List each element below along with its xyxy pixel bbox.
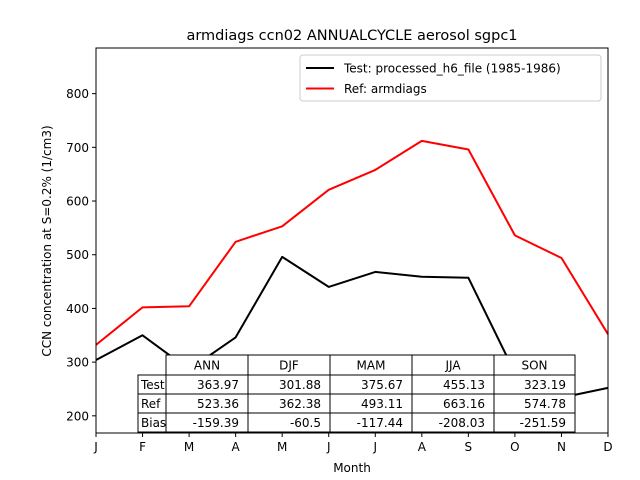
table-row-label: Ref — [141, 397, 161, 411]
y-tick-label: 200 — [66, 409, 89, 423]
chart-title: armdiags ccn02 ANNUALCYCLE aerosol sgpc1 — [186, 28, 517, 44]
table-value: -60.5 — [290, 416, 321, 430]
x-tick-label: S — [465, 440, 473, 454]
table-value: 363.97 — [197, 378, 239, 392]
y-tick-label: 400 — [66, 302, 89, 316]
x-tick-label: A — [232, 440, 241, 454]
table-value: -117.44 — [357, 416, 403, 430]
table-header-mam: MAM — [357, 359, 386, 373]
table-value: -159.39 — [193, 416, 239, 430]
table-value: 362.38 — [279, 397, 321, 411]
x-tick-label: O — [510, 440, 519, 454]
x-tick-label: J — [93, 440, 98, 454]
table-value: 323.19 — [524, 378, 566, 392]
chart: armdiags ccn02 ANNUALCYCLE aerosol sgpc1… — [0, 0, 640, 480]
x-tick-label: A — [418, 440, 427, 454]
x-tick-label: F — [139, 440, 146, 454]
legend-entry-ref: Ref: armdiags — [344, 82, 427, 96]
table-value: 523.36 — [197, 397, 239, 411]
table-row-label: Bias — [141, 416, 166, 430]
table-value: -208.03 — [439, 416, 485, 430]
y-tick-label: 500 — [66, 248, 89, 262]
table-value: 493.11 — [361, 397, 403, 411]
table-header-djf: DJF — [279, 359, 299, 373]
x-axis-label: Month — [333, 461, 371, 475]
y-tick-label: 800 — [66, 87, 89, 101]
table-value: -251.59 — [520, 416, 566, 430]
series-line-ref — [96, 141, 608, 345]
x-tick-label: J — [372, 440, 377, 454]
y-tick-label: 700 — [66, 141, 89, 155]
y-tick-label: 300 — [66, 356, 89, 370]
x-tick-label: M — [184, 440, 194, 454]
y-tick-label: 600 — [66, 195, 89, 209]
x-tick-label: M — [277, 440, 287, 454]
table-value: 375.67 — [361, 378, 403, 392]
table-header-jja: JJA — [444, 359, 461, 373]
x-tick-label: D — [603, 440, 612, 454]
x-tick-label: J — [326, 440, 331, 454]
legend-entry-test: Test: processed_h6_file (1985-1986) — [343, 62, 561, 76]
table-value: 455.13 — [443, 378, 485, 392]
table-value: 301.88 — [279, 378, 321, 392]
table-value: 574.78 — [524, 397, 566, 411]
x-tick-label: N — [557, 440, 566, 454]
table-header-son: SON — [521, 359, 547, 373]
table-value: 663.16 — [443, 397, 485, 411]
table-header-ann: ANN — [194, 359, 220, 373]
table-row-label: Test — [140, 378, 165, 392]
y-axis-label: CCN concentration at S=0.2% (1/cm3) — [40, 125, 54, 356]
